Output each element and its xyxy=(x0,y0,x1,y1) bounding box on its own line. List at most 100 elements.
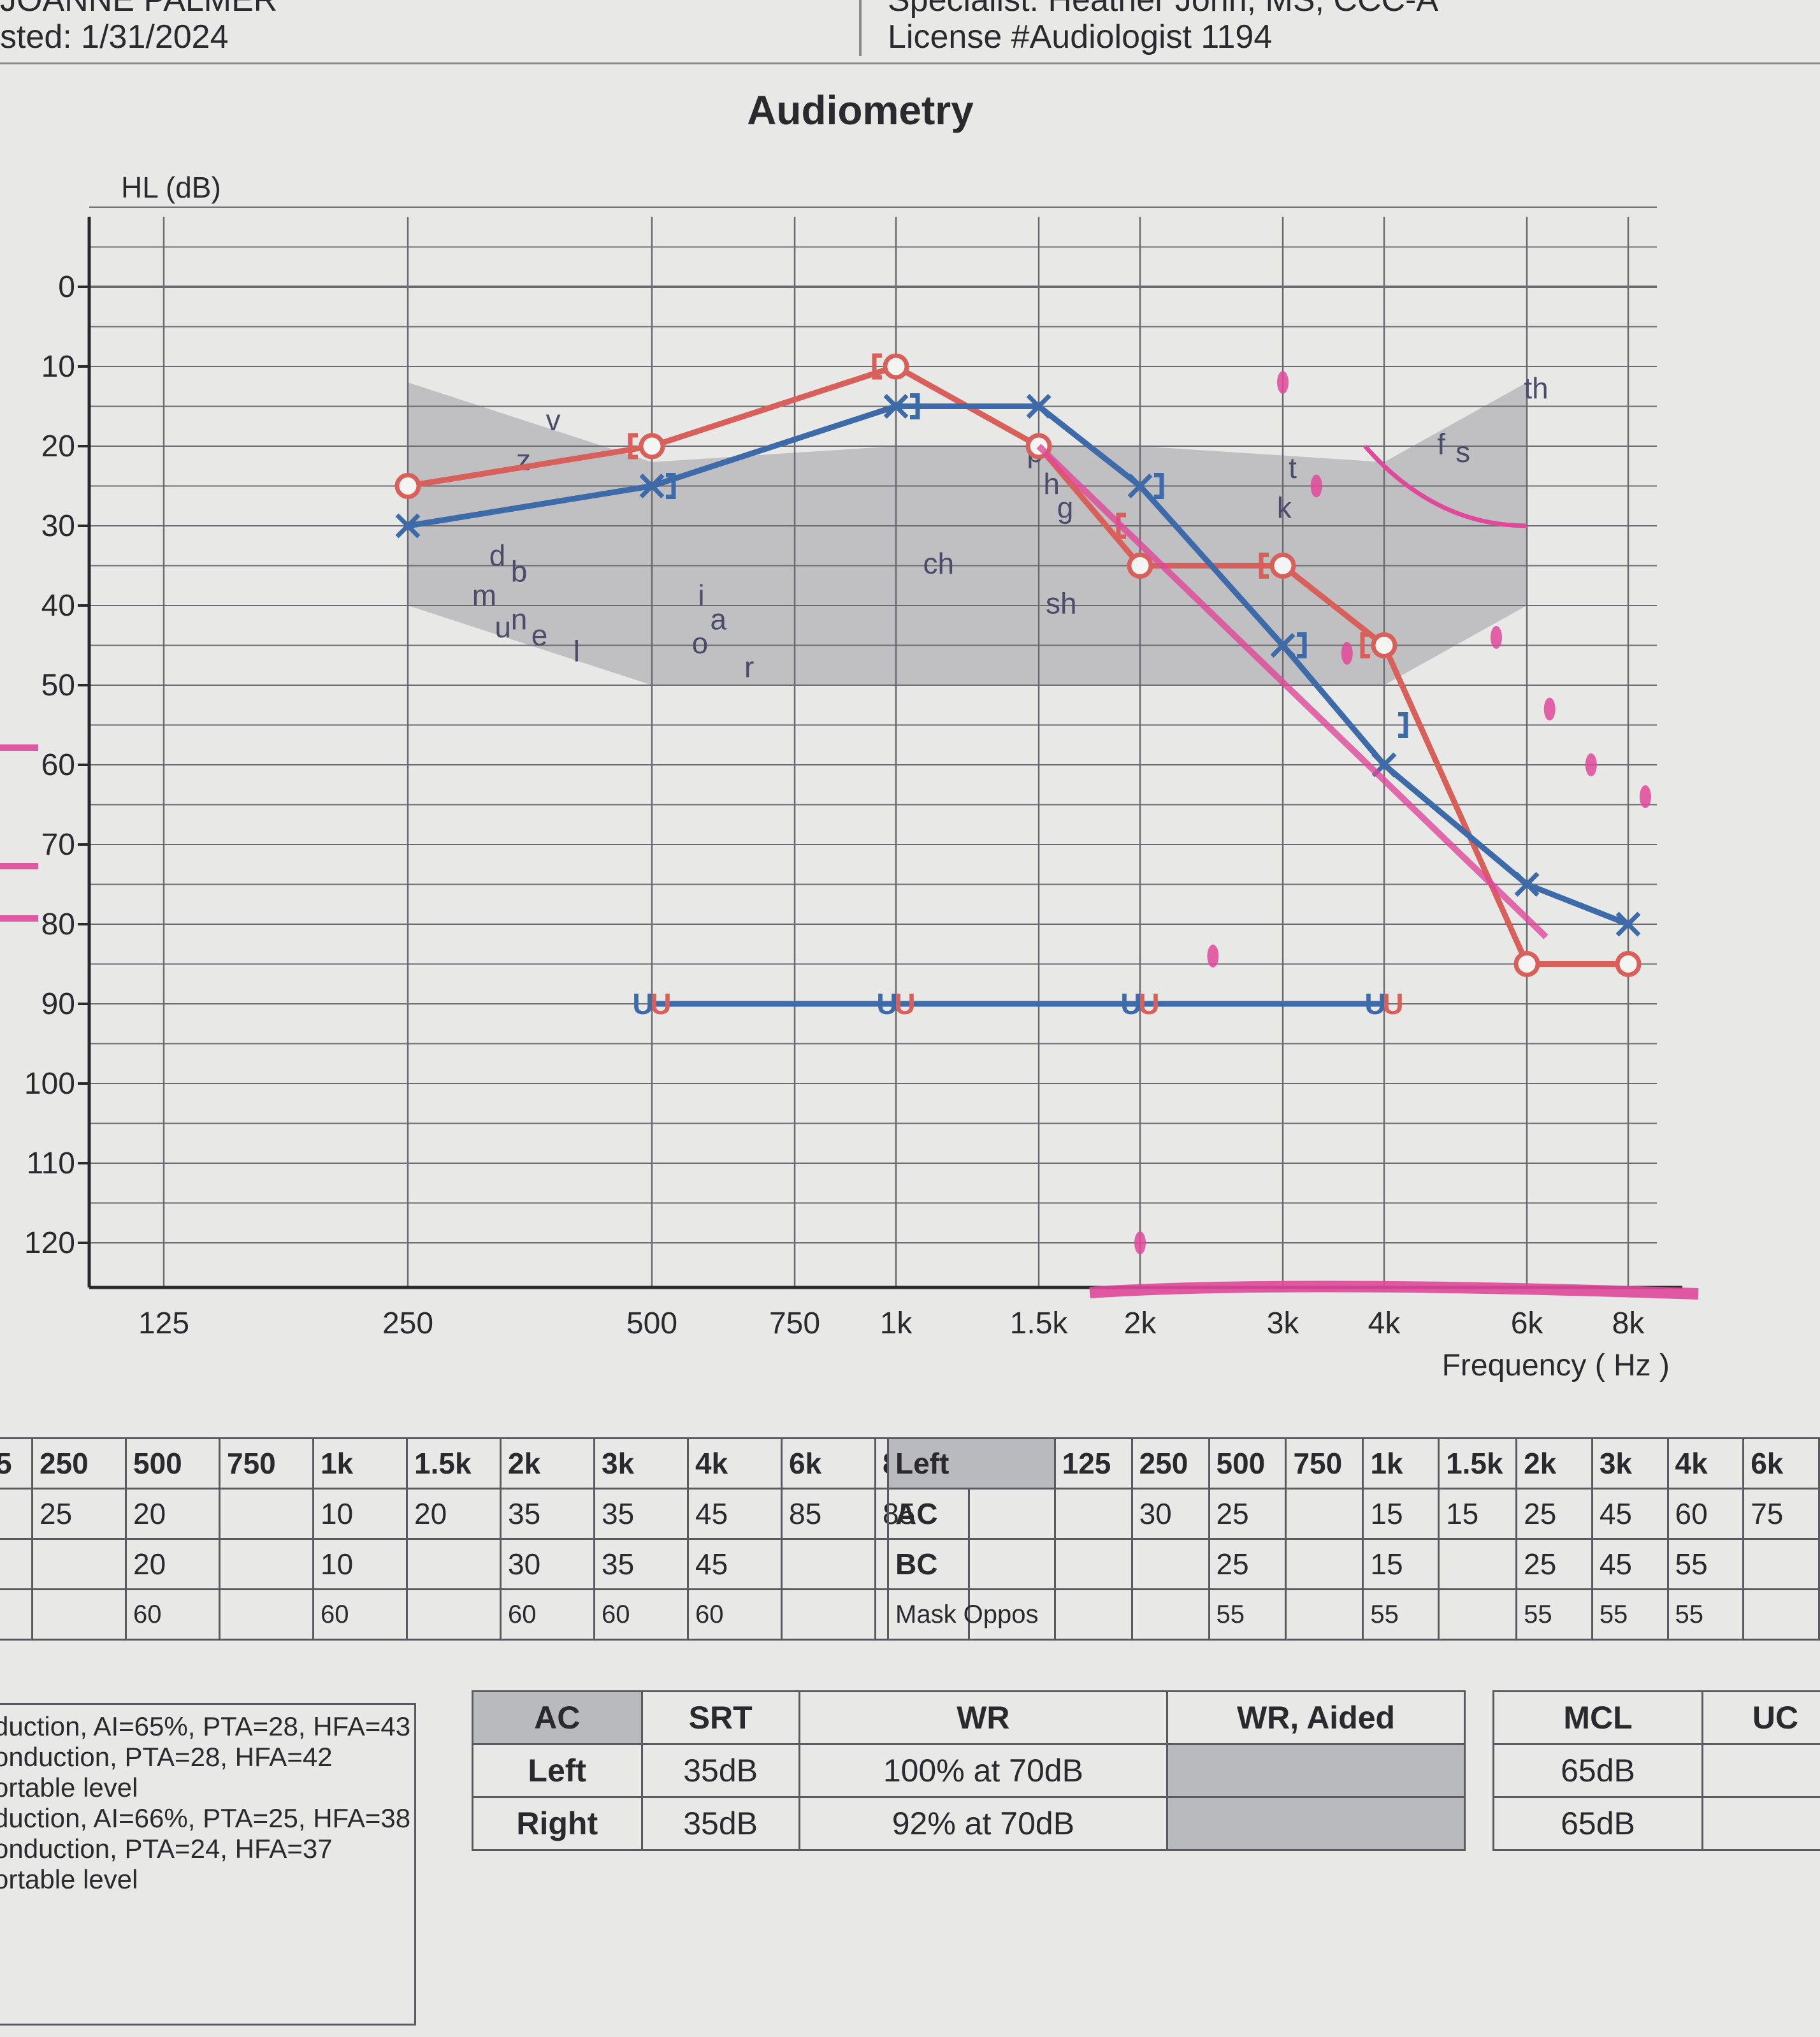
left-table-cell: 30 xyxy=(1130,1488,1210,1540)
right-table-header: 6k xyxy=(781,1437,876,1490)
test-date: sted: 1/31/2024 xyxy=(0,18,229,55)
left-table-cell xyxy=(1742,1538,1820,1590)
data-point-x xyxy=(1270,633,1296,658)
speech-table-cell xyxy=(1166,1796,1466,1851)
left-table-cell: 25 xyxy=(1208,1488,1287,1540)
left-table-cell xyxy=(1053,1538,1133,1590)
speech-table-cell: 100% at 70dB xyxy=(798,1743,1169,1798)
left-table-cell xyxy=(1053,1488,1133,1540)
highlighter-annotations xyxy=(0,371,1699,1300)
x-tick-label: 1.5k xyxy=(1010,1307,1069,1340)
left-table-header: 125 xyxy=(1053,1437,1133,1490)
right-table-cell xyxy=(0,1538,33,1590)
left-table-cell: 25 xyxy=(1515,1488,1593,1540)
left-table-cell xyxy=(1438,1588,1518,1641)
x-tick-label: 500 xyxy=(626,1307,677,1340)
right-table-cell xyxy=(781,1538,876,1590)
data-point-bracket-close xyxy=(1154,473,1164,499)
x-tick-label: 3k xyxy=(1267,1307,1300,1340)
right-table-cell: 60 xyxy=(593,1588,689,1641)
right-table-cell xyxy=(219,1588,314,1641)
right-table-cell: 85 xyxy=(781,1488,876,1540)
right-table-cell: 60 xyxy=(125,1588,220,1641)
left-table-header: 3k xyxy=(1591,1437,1669,1490)
left-table-cell xyxy=(1130,1588,1210,1641)
phoneme-label: sh xyxy=(1046,587,1077,620)
phoneme-label: e xyxy=(531,619,548,652)
y-tick-label: 90 xyxy=(41,987,75,1021)
mcl-table-cell xyxy=(1701,1796,1820,1851)
margin-tick-mark xyxy=(0,915,38,922)
mcl-table: MCL UC 65dB 65dB xyxy=(1492,1690,1820,1851)
x-tick-label: 2k xyxy=(1124,1307,1157,1340)
highlighter-slope-line xyxy=(1036,444,1549,939)
x-axis-label: Frequency ( Hz ) xyxy=(1442,1349,1670,1382)
data-point-u: U xyxy=(1120,987,1141,1020)
phoneme-label: h xyxy=(1043,467,1060,500)
right-table-header: 2k xyxy=(500,1437,595,1490)
y-tick-label: 80 xyxy=(41,908,75,941)
phoneme-label: f xyxy=(1437,428,1445,461)
data-point-u: U xyxy=(894,987,915,1020)
margin-tick-mark xyxy=(0,744,38,751)
highlighter-mark xyxy=(1585,753,1597,776)
y-tick-label: 50 xyxy=(41,669,75,702)
phoneme-label: v xyxy=(546,403,561,437)
right-table-cell: 20 xyxy=(125,1488,220,1540)
data-point-x xyxy=(1127,474,1153,498)
right-table-cell xyxy=(406,1538,502,1590)
left-table-cell xyxy=(1053,1588,1133,1641)
phoneme-label: r xyxy=(744,651,754,684)
left-table-cell: 45 xyxy=(1591,1538,1669,1590)
chart-grid xyxy=(89,207,1657,1287)
right-table-header: 750 xyxy=(219,1437,314,1490)
series-1 xyxy=(395,394,1641,937)
right-table-cell: 10 xyxy=(312,1488,408,1540)
data-point-circle xyxy=(1371,632,1398,658)
y-tick-label: 60 xyxy=(41,748,75,782)
phoneme-label: k xyxy=(1277,491,1292,525)
right-table-cell xyxy=(219,1488,314,1540)
phoneme-label: i xyxy=(698,579,704,612)
phoneme-label: z xyxy=(516,444,531,477)
right-table-cell: 45 xyxy=(687,1488,783,1540)
phoneme-label: ch xyxy=(923,547,955,580)
left-table-cell: 55 xyxy=(1666,1588,1745,1641)
data-point-u: U xyxy=(1138,987,1159,1020)
mcl-table-cell: 65dB xyxy=(1492,1796,1703,1851)
summary-line: ortable level xyxy=(0,1864,138,1894)
left-table-header: 1.5k xyxy=(1438,1437,1518,1490)
right-table-cell: 35 xyxy=(593,1538,689,1590)
left-table-cell xyxy=(1285,1538,1364,1590)
right-table-cell xyxy=(781,1588,876,1641)
data-point-bracket-open xyxy=(1360,632,1370,658)
data-point-circle xyxy=(394,473,421,499)
left-table-header: 1k xyxy=(1362,1437,1440,1490)
highlighter-mark xyxy=(1310,474,1322,498)
data-point-x xyxy=(883,394,909,419)
x-tick-label: 4k xyxy=(1368,1307,1401,1340)
data-point-bracket-close xyxy=(666,473,676,499)
x-tick-label: 750 xyxy=(769,1307,820,1340)
right-table-cell: 20 xyxy=(406,1488,502,1540)
patient-name: JOANNE PALMER xyxy=(0,0,278,18)
data-point-circle xyxy=(1513,951,1540,977)
left-table-cell xyxy=(1130,1538,1210,1590)
mcl-table-cell: 65dB xyxy=(1492,1743,1703,1798)
data-point-bracket-open xyxy=(872,353,882,380)
speech-audiometry-table: AC SRT WR WR, Aided Left 35dB 100% at 70dB Righ… xyxy=(472,1690,1466,1851)
left-table-cell xyxy=(1285,1588,1364,1641)
phoneme-label: u xyxy=(495,611,511,644)
mcl-table-cell xyxy=(1701,1743,1820,1798)
specialist-name: Specialist: Heather John, MS, CCC-A xyxy=(888,0,1439,18)
mcl-table-header: UC xyxy=(1701,1690,1820,1745)
right-table-header: 1.5k xyxy=(406,1437,502,1490)
right-table-header: 5 xyxy=(0,1437,33,1490)
left-table-header: 500 xyxy=(1208,1437,1287,1490)
right-table-cell xyxy=(0,1488,33,1540)
left-table-cell xyxy=(1742,1588,1820,1641)
left-table-cell: 55 xyxy=(1666,1538,1745,1590)
right-table-header: 1k xyxy=(312,1437,408,1490)
left-table-cell: 55 xyxy=(1208,1588,1287,1641)
highlighter-mark xyxy=(1543,697,1556,721)
